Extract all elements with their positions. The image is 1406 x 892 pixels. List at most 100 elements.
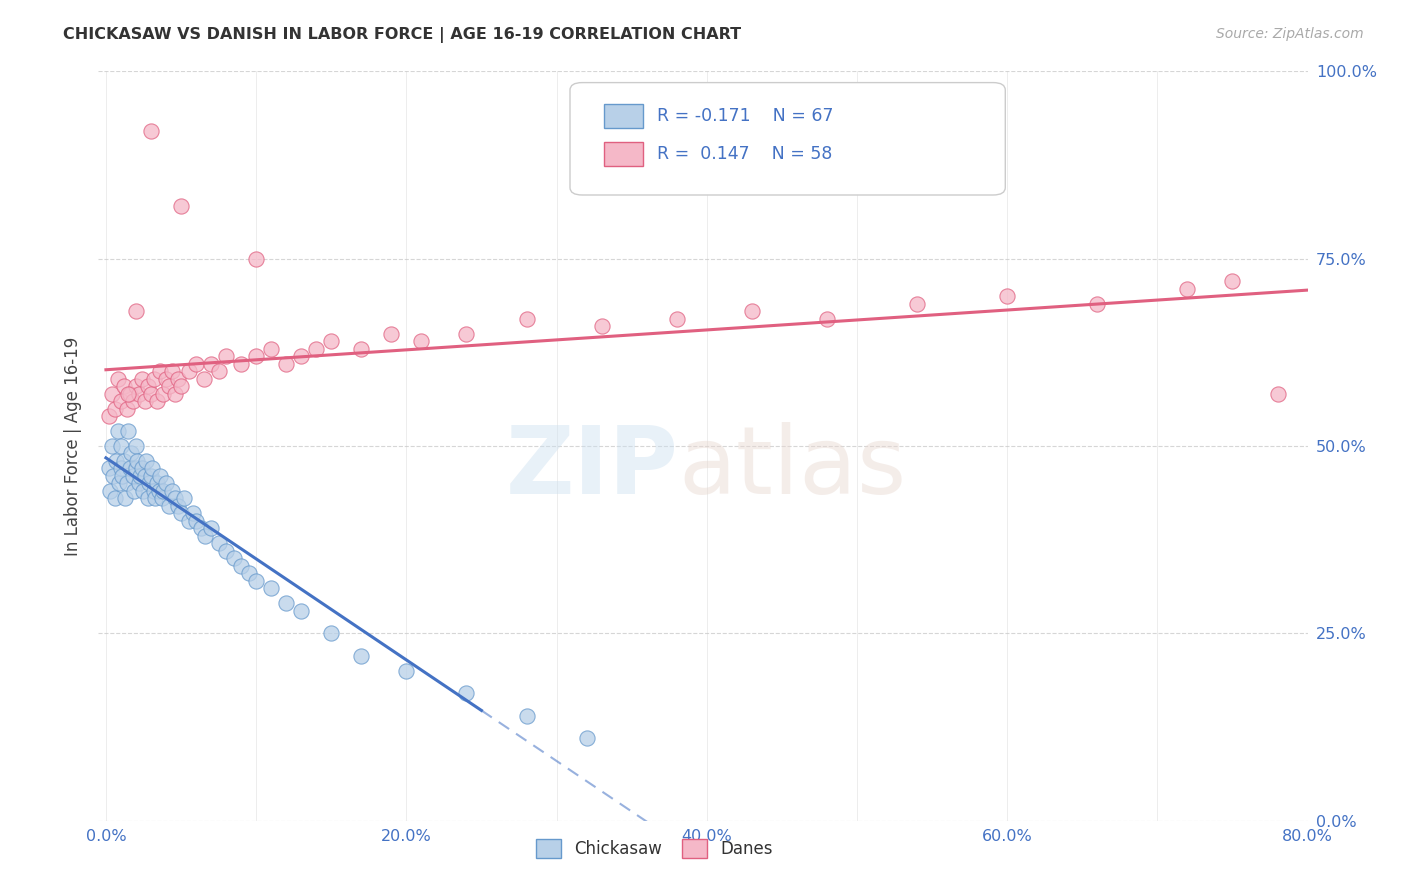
Point xyxy=(117,386,139,401)
Point xyxy=(229,558,252,573)
Point xyxy=(136,491,159,506)
Point xyxy=(122,469,145,483)
Point xyxy=(575,731,598,746)
Point xyxy=(125,461,148,475)
FancyBboxPatch shape xyxy=(603,142,643,166)
Point xyxy=(127,454,149,468)
Point xyxy=(411,334,433,348)
Point xyxy=(276,357,298,371)
Point xyxy=(122,394,145,409)
Point xyxy=(1177,282,1199,296)
Text: R =  0.147    N = 58: R = 0.147 N = 58 xyxy=(657,145,832,162)
Point xyxy=(170,199,193,213)
Point xyxy=(112,379,135,393)
Point xyxy=(591,319,613,334)
Point xyxy=(245,349,267,363)
Point xyxy=(115,476,138,491)
Point xyxy=(143,483,166,498)
Point xyxy=(163,491,186,506)
Point xyxy=(194,529,217,543)
Point xyxy=(124,483,146,498)
Point xyxy=(160,364,183,378)
Point xyxy=(207,536,229,550)
Point xyxy=(222,551,245,566)
Point xyxy=(157,379,180,393)
Point xyxy=(152,483,174,498)
Point xyxy=(100,483,122,498)
Point xyxy=(193,371,215,385)
Point xyxy=(107,371,129,385)
Point xyxy=(456,686,478,700)
Point xyxy=(190,521,212,535)
Point xyxy=(1085,296,1108,310)
Point xyxy=(118,461,141,475)
Point xyxy=(146,394,169,409)
Point xyxy=(129,469,152,483)
Point xyxy=(110,439,132,453)
Point xyxy=(128,476,150,491)
Point xyxy=(128,386,150,401)
Point xyxy=(138,476,160,491)
Point xyxy=(200,357,222,371)
Point xyxy=(110,394,132,409)
Point xyxy=(1222,274,1244,288)
Point xyxy=(150,491,173,506)
Point xyxy=(101,439,124,453)
Point xyxy=(184,514,207,528)
Point xyxy=(132,483,155,498)
Legend: Chickasaw, Danes: Chickasaw, Danes xyxy=(530,832,780,864)
Point xyxy=(173,491,195,506)
Point xyxy=(125,304,148,318)
Point xyxy=(104,401,127,416)
Point xyxy=(121,446,143,460)
Point xyxy=(181,507,204,521)
Point xyxy=(141,461,163,475)
Point xyxy=(131,461,153,475)
Point xyxy=(350,342,373,356)
Point xyxy=(321,334,343,348)
Point xyxy=(665,311,688,326)
Text: CHICKASAW VS DANISH IN LABOR FORCE | AGE 16-19 CORRELATION CHART: CHICKASAW VS DANISH IN LABOR FORCE | AGE… xyxy=(63,27,741,43)
Point xyxy=(177,514,200,528)
Point xyxy=(515,311,537,326)
Point xyxy=(177,364,200,378)
Point xyxy=(101,386,124,401)
Point xyxy=(110,461,132,475)
Point xyxy=(260,342,283,356)
Point xyxy=(97,461,120,475)
Point xyxy=(134,394,156,409)
Point xyxy=(245,252,267,266)
Point xyxy=(155,476,177,491)
Point xyxy=(215,349,238,363)
Point xyxy=(157,499,180,513)
Point xyxy=(139,386,162,401)
Point xyxy=(105,454,128,468)
Point xyxy=(103,469,125,483)
Point xyxy=(108,476,131,491)
Point xyxy=(139,469,162,483)
Y-axis label: In Labor Force | Age 16-19: In Labor Force | Age 16-19 xyxy=(63,336,82,556)
Text: atlas: atlas xyxy=(679,423,907,515)
Point xyxy=(207,364,229,378)
Point xyxy=(118,386,141,401)
Point xyxy=(139,124,162,138)
Point xyxy=(167,371,190,385)
Point xyxy=(152,386,174,401)
FancyBboxPatch shape xyxy=(569,83,1005,195)
Point xyxy=(115,401,138,416)
Point xyxy=(200,521,222,535)
Point xyxy=(134,469,156,483)
Point xyxy=(815,311,838,326)
Point xyxy=(155,371,177,385)
Point xyxy=(905,296,928,310)
Point xyxy=(111,469,134,483)
Point xyxy=(350,648,373,663)
Point xyxy=(107,424,129,438)
Point xyxy=(146,476,169,491)
Point xyxy=(276,596,298,610)
FancyBboxPatch shape xyxy=(603,104,643,128)
Point xyxy=(135,454,157,468)
Point xyxy=(114,491,136,506)
Point xyxy=(125,439,148,453)
Point xyxy=(321,626,343,640)
